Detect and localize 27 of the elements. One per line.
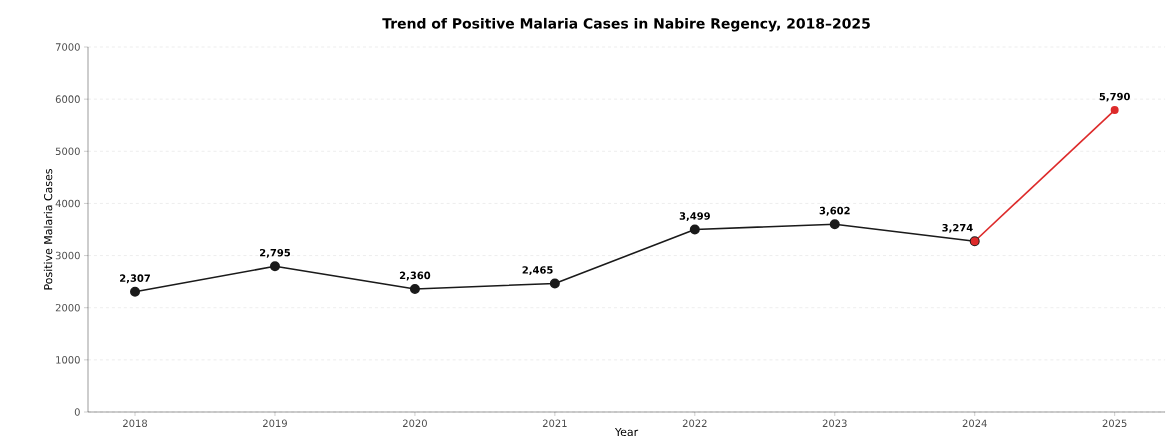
y-tick-label: 0 bbox=[74, 408, 80, 416]
data-label: 2,795 bbox=[260, 248, 291, 258]
x-tick-label: 2024 bbox=[962, 419, 987, 428]
y-tick-label: 1000 bbox=[56, 356, 80, 364]
data-label: 2,307 bbox=[120, 274, 150, 284]
x-tick-label: 2021 bbox=[542, 419, 567, 428]
x-tick-label: 2025 bbox=[1102, 419, 1127, 428]
data-label: 5,790 bbox=[1099, 92, 1130, 102]
x-tick-label: 2018 bbox=[123, 419, 148, 428]
y-tick-label: 6000 bbox=[55, 95, 80, 103]
y-axis-title: Positive Malaria Cases bbox=[43, 169, 53, 290]
y-tick-label: 4000 bbox=[55, 199, 80, 208]
y-tick-label: 7000 bbox=[55, 43, 80, 51]
y-tick-label: 5000 bbox=[55, 147, 80, 156]
data-label: 2,465 bbox=[522, 266, 553, 275]
data-label: 3,602 bbox=[819, 206, 850, 216]
y-tick-label: 3000 bbox=[55, 251, 80, 260]
chart-title: Trend of Positive Malaria Cases in Nabire Regency, 2018–2025 bbox=[382, 17, 870, 32]
x-axis-title: Year bbox=[614, 427, 639, 437]
x-tick-label: 2023 bbox=[822, 419, 847, 428]
y-tick-label: 2000 bbox=[55, 303, 80, 312]
x-tick-label: 2020 bbox=[402, 419, 427, 428]
data-label: 2,360 bbox=[399, 271, 431, 281]
x-tick-label: 2019 bbox=[263, 419, 287, 428]
data-label: 3,499 bbox=[679, 212, 710, 222]
x-tick-label: 2022 bbox=[682, 419, 707, 428]
data-label: 3,274 bbox=[942, 223, 973, 233]
